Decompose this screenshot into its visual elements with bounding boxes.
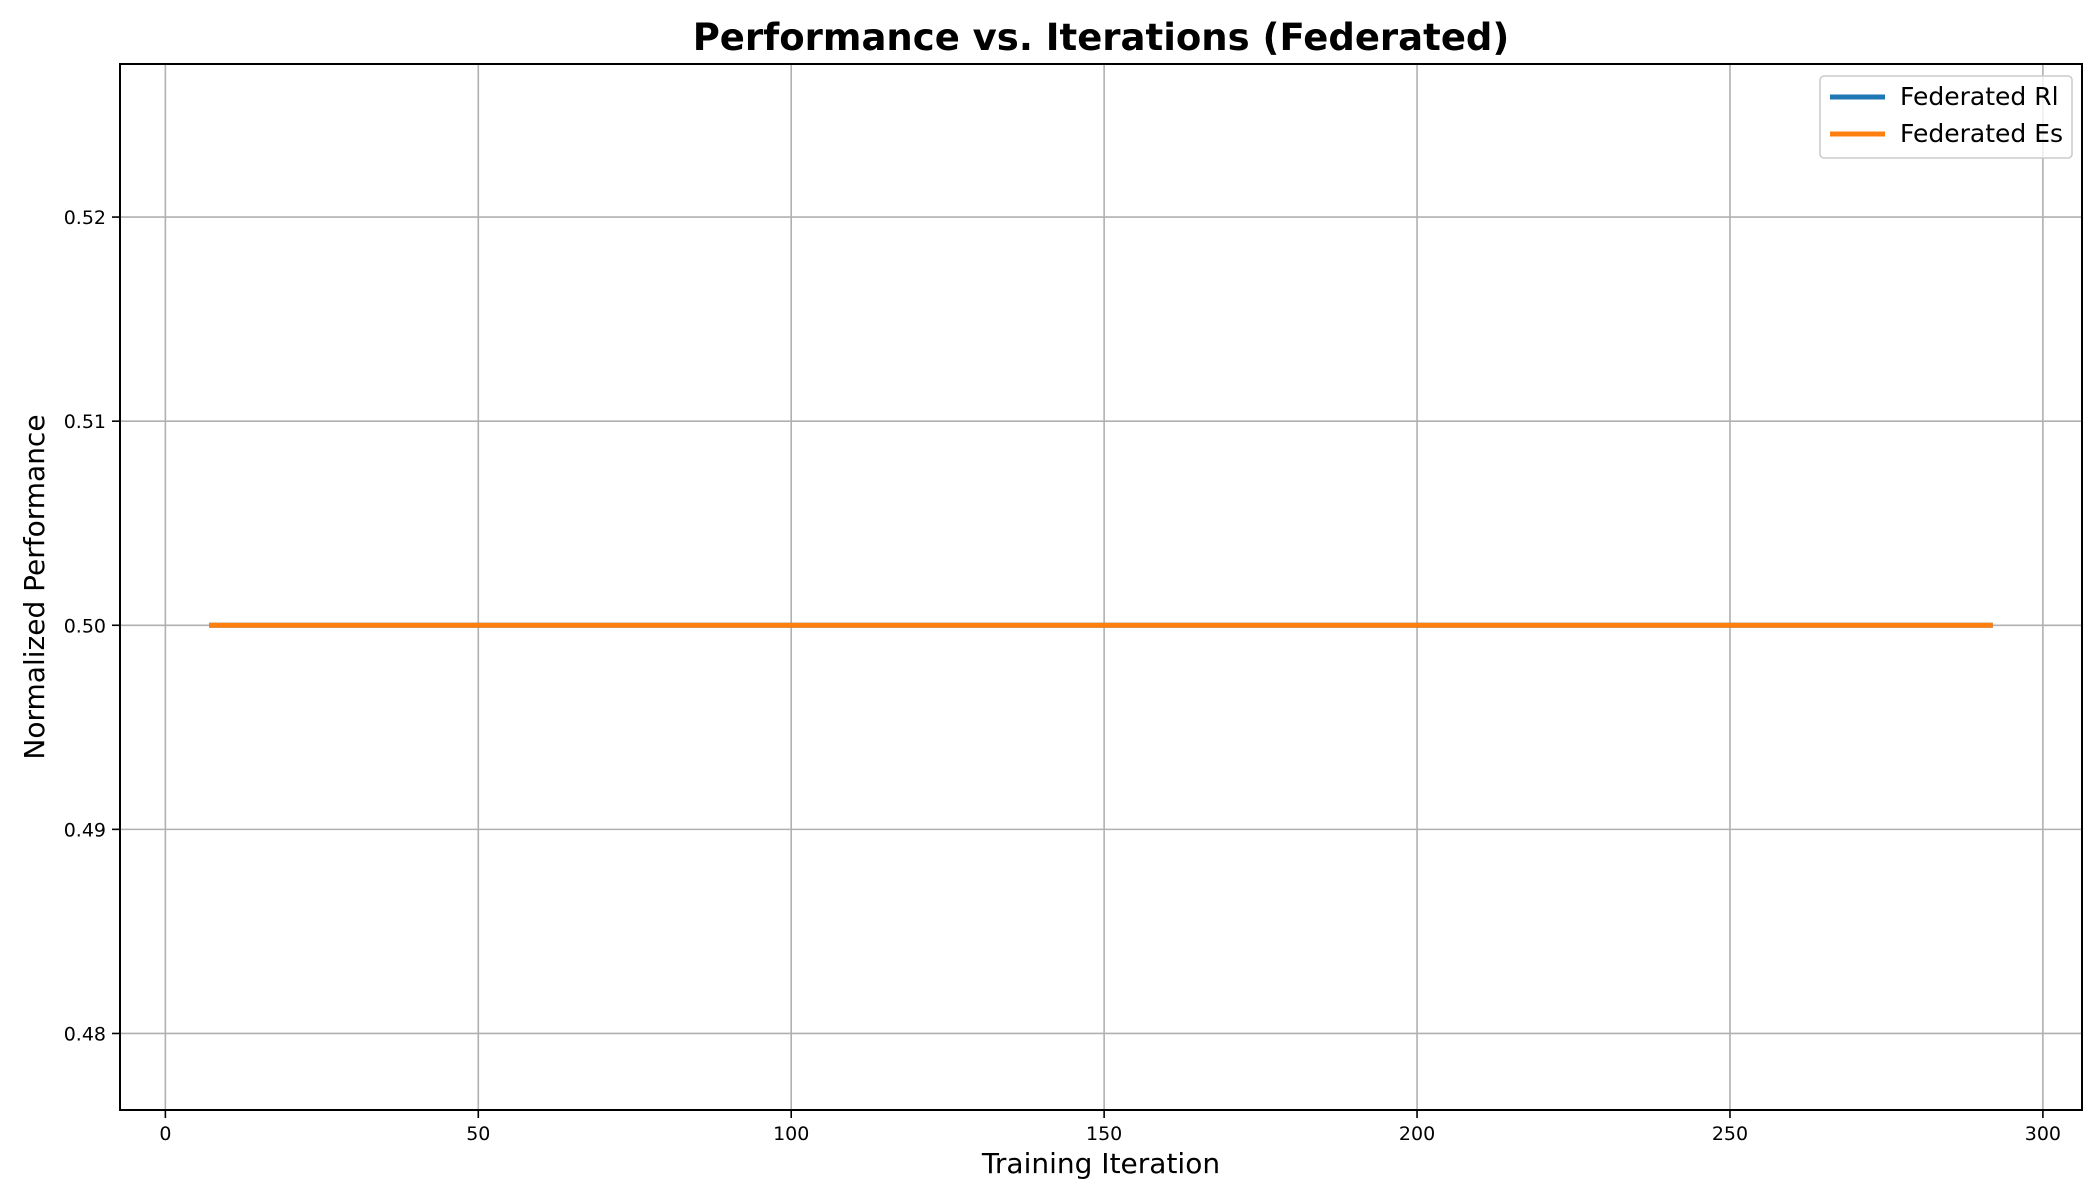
x-tick-label: 50 bbox=[466, 1123, 490, 1145]
x-tick-label: 250 bbox=[1712, 1123, 1748, 1145]
legend-label-federated-es: Federated Es bbox=[1900, 119, 2063, 148]
y-tick-label: 0.48 bbox=[64, 1023, 106, 1045]
y-axis-label: Normalized Performance bbox=[18, 414, 51, 759]
legend-label-federated-rl: Federated Rl bbox=[1900, 82, 2059, 111]
y-tick-label: 0.51 bbox=[64, 411, 106, 433]
x-tick-label: 100 bbox=[773, 1123, 809, 1145]
y-tick-label: 0.49 bbox=[64, 819, 106, 841]
x-tick-label: 200 bbox=[1399, 1123, 1435, 1145]
chart-title: Performance vs. Iterations (Federated) bbox=[693, 16, 1510, 59]
x-tick-label: 0 bbox=[159, 1123, 171, 1145]
plot-frame bbox=[119, 63, 2083, 1111]
x-axis-label: Training Iteration bbox=[981, 1147, 1220, 1180]
y-tick-label: 0.52 bbox=[64, 207, 106, 229]
legend: Federated Rl Federated Es bbox=[1819, 75, 2073, 159]
grid bbox=[120, 64, 2082, 1110]
axis-ticks: 0 50 100 150 200 250 300 0.48 0.49 0.50 0.51 0.52 bbox=[64, 207, 2061, 1145]
x-tick-label: 300 bbox=[2025, 1123, 2061, 1145]
x-tick-label: 150 bbox=[1086, 1123, 1122, 1145]
y-tick-label: 0.50 bbox=[64, 615, 106, 637]
